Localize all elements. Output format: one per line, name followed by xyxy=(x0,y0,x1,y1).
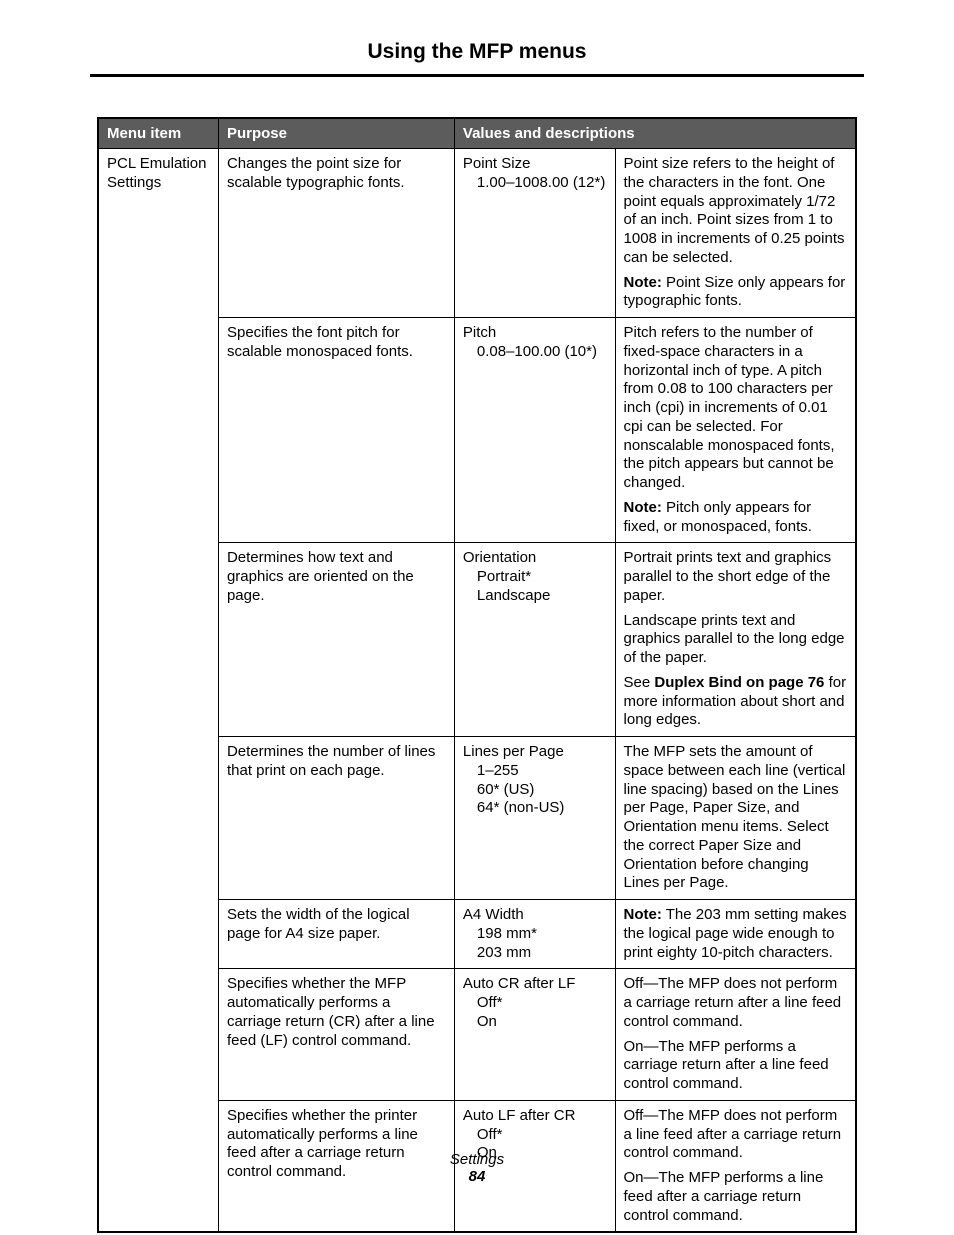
values-cell: Auto CR after LFOff*On xyxy=(454,969,615,1101)
description-paragraph: Note: The 203 mm setting makes the logic… xyxy=(624,906,847,962)
value-title: A4 Width xyxy=(463,906,607,925)
value-title: Point Size xyxy=(463,155,607,174)
col-header-purpose: Purpose xyxy=(218,118,454,149)
description-paragraph: Point size refers to the height of the c… xyxy=(624,155,847,268)
value-option: Landscape xyxy=(463,587,607,606)
col-header-values-desc: Values and descriptions xyxy=(454,118,856,149)
menu-item-cell: PCL Emulation Settings xyxy=(98,149,218,1233)
value-title: Pitch xyxy=(463,324,607,343)
purpose-cell: Determines the number of lines that prin… xyxy=(218,737,454,900)
note-label: Note: xyxy=(624,906,662,923)
note-label: Note: xyxy=(624,499,662,516)
value-option: 64* (non-US) xyxy=(463,799,607,818)
value-option: 1–255 xyxy=(463,762,607,781)
value-title: Auto LF after CR xyxy=(463,1107,607,1126)
col-header-menu-item: Menu item xyxy=(98,118,218,149)
note-label: Note: xyxy=(624,274,662,291)
page-footer: Settings 84 xyxy=(0,1151,954,1185)
value-option: 0.08–100.00 (10*) xyxy=(463,343,607,362)
title-rule xyxy=(90,74,864,77)
value-option: Off* xyxy=(463,994,607,1013)
description-cell: Note: The 203 mm setting makes the logic… xyxy=(615,900,856,969)
value-title: Auto CR after LF xyxy=(463,975,607,994)
purpose-cell: Sets the width of the logical page for A… xyxy=(218,900,454,969)
purpose-cell: Changes the point size for scalable typo… xyxy=(218,149,454,318)
value-option: On xyxy=(463,1013,607,1032)
value-option: Portrait* xyxy=(463,568,607,587)
description-paragraph: Portrait prints text and graphics parall… xyxy=(624,549,847,605)
footer-page-number: 84 xyxy=(0,1168,954,1185)
values-cell: Point Size1.00–1008.00 (12*) xyxy=(454,149,615,318)
cross-reference: Duplex Bind on page 76 xyxy=(654,674,824,691)
description-paragraph: Note: Point Size only appears for typogr… xyxy=(624,274,847,312)
value-option: 60* (US) xyxy=(463,781,607,800)
description-cell: Pitch refers to the number of fixed-spac… xyxy=(615,318,856,543)
value-title: Orientation xyxy=(463,549,607,568)
value-option: 198 mm* xyxy=(463,925,607,944)
description-cell: Portrait prints text and graphics parall… xyxy=(615,543,856,737)
values-cell: Lines per Page1–25560* (US)64* (non-US) xyxy=(454,737,615,900)
description-paragraph: See Duplex Bind on page 76 for more info… xyxy=(624,674,847,730)
values-cell: OrientationPortrait*Landscape xyxy=(454,543,615,737)
description-paragraph: On—The MFP performs a carriage return af… xyxy=(624,1038,847,1094)
values-cell: A4 Width198 mm*203 mm xyxy=(454,900,615,969)
table-row: PCL Emulation SettingsChanges the point … xyxy=(98,149,856,318)
purpose-cell: Specifies whether the MFP automatically … xyxy=(218,969,454,1101)
page-title: Using the MFP menus xyxy=(0,40,954,64)
footer-section: Settings xyxy=(0,1151,954,1168)
description-cell: Off—The MFP does not perform a carriage … xyxy=(615,969,856,1101)
description-paragraph: Note: Pitch only appears for fixed, or m… xyxy=(624,499,847,537)
table-header: Menu item Purpose Values and description… xyxy=(98,118,856,149)
description-paragraph: Landscape prints text and graphics paral… xyxy=(624,612,847,668)
description-paragraph: The MFP sets the amount of space between… xyxy=(624,743,847,893)
values-cell: Pitch0.08–100.00 (10*) xyxy=(454,318,615,543)
value-option: 1.00–1008.00 (12*) xyxy=(463,174,607,193)
description-paragraph: Off—The MFP does not perform a carriage … xyxy=(624,975,847,1031)
table-body: PCL Emulation SettingsChanges the point … xyxy=(98,149,856,1233)
purpose-cell: Determines how text and graphics are ori… xyxy=(218,543,454,737)
description-cell: The MFP sets the amount of space between… xyxy=(615,737,856,900)
description-paragraph: Pitch refers to the number of fixed-spac… xyxy=(624,324,847,493)
value-title: Lines per Page xyxy=(463,743,607,762)
purpose-cell: Specifies the font pitch for scalable mo… xyxy=(218,318,454,543)
document-page: Using the MFP menus Menu item Purpose Va… xyxy=(0,0,954,1235)
description-cell: Point size refers to the height of the c… xyxy=(615,149,856,318)
value-option: Off* xyxy=(463,1126,607,1145)
value-option: 203 mm xyxy=(463,944,607,963)
settings-table: Menu item Purpose Values and description… xyxy=(97,117,857,1233)
